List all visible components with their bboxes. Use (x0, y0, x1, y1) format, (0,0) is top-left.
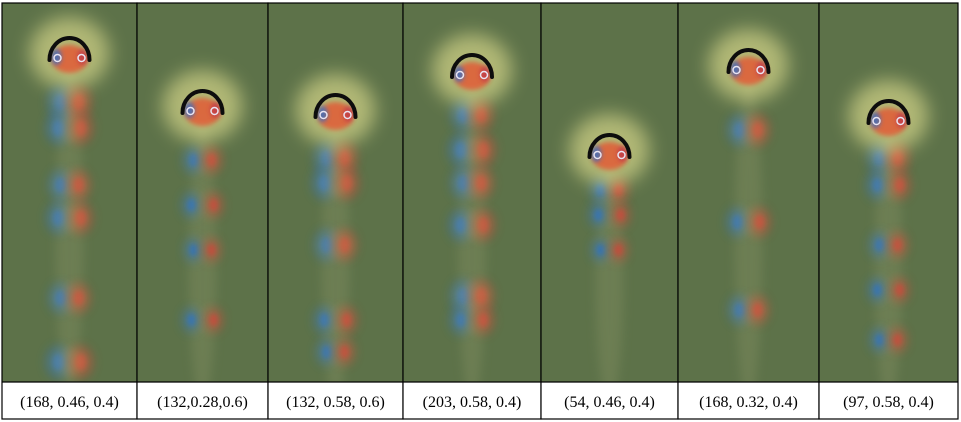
panel-6: (168, 0.32, 0.4) (677, 2, 820, 420)
bell-curl-right (896, 116, 905, 126)
caption-cell (403, 382, 541, 419)
jellyfish-bell (587, 133, 632, 159)
wake-glow (730, 116, 767, 144)
caption-cell (268, 382, 403, 419)
bell-curl-left (186, 106, 195, 116)
flow-field-4 (403, 3, 541, 382)
panel-label: (132,0.28,0.6) (157, 394, 248, 411)
bell-curl-left (455, 70, 465, 80)
wake-glow (51, 284, 88, 312)
wake-glow (317, 169, 354, 197)
panel-label: (168, 0.32, 0.4) (699, 394, 798, 411)
flow-field-5 (541, 3, 678, 382)
wake-glow (454, 136, 490, 164)
bell-jet (591, 142, 628, 170)
wake-glow (51, 204, 88, 232)
wake-glow (730, 208, 767, 236)
bell-curl-left (732, 65, 741, 75)
bell-curl-right (617, 150, 626, 160)
bell-jet (730, 57, 767, 85)
flow-field-1 (2, 3, 137, 382)
bell-curl-left (319, 110, 328, 120)
wake-glow (51, 88, 88, 116)
wake-glow (870, 276, 907, 304)
caption-cell (2, 382, 137, 419)
wake-glow (454, 169, 490, 197)
flow-field-6 (678, 3, 819, 382)
wake-glow (454, 211, 490, 239)
wake-glow (454, 282, 490, 310)
wake-glow (51, 171, 88, 199)
wake-glow (454, 306, 490, 334)
panel-4: (203, 0.58, 0.4) (402, 2, 542, 420)
flow-field-3 (268, 3, 403, 382)
bell-jet (870, 108, 907, 136)
wake-glow (317, 231, 354, 259)
panel-7: (97, 0.58, 0.4) (818, 2, 959, 420)
bell-curl-right (479, 70, 489, 80)
wake-glow (184, 146, 221, 174)
wake-glow (870, 231, 907, 259)
wake-glow (317, 306, 354, 334)
jellyfish-bell (180, 89, 225, 115)
jellyfish-bell (726, 48, 771, 74)
wake-glow (51, 114, 88, 142)
flow-field-7 (819, 3, 958, 382)
wake-glow (591, 236, 628, 264)
caption-cell (819, 382, 958, 419)
wake-glow (454, 101, 490, 129)
panel-5: (54, 0.46, 0.4) (540, 2, 679, 420)
caption-cell (137, 382, 268, 419)
wake-glow (184, 306, 221, 334)
flow-field-2 (137, 3, 268, 382)
panel-label: (203, 0.58, 0.4) (423, 394, 522, 411)
wake-glow (730, 296, 767, 324)
bell-curl-right (343, 110, 352, 120)
jellyfish-bell (866, 99, 911, 125)
bell-curl-right (756, 65, 765, 75)
wake-glow (184, 191, 221, 219)
bell-curl-right (210, 106, 219, 116)
panel-3: (132, 0.58, 0.6) (267, 2, 404, 420)
panel-label: (168, 0.46, 0.4) (20, 394, 119, 411)
panel-label: (132, 0.58, 0.6) (286, 394, 385, 411)
bell-jet (317, 102, 354, 130)
panel-label: (54, 0.46, 0.4) (564, 394, 655, 411)
panel-1: (168, 0.46, 0.4) (1, 2, 138, 420)
caption-cell (678, 382, 819, 419)
jellyfish-bell (47, 36, 92, 62)
jellyfish-bell (313, 93, 358, 119)
bell-curl-left (593, 150, 602, 160)
bell-curl-right (77, 53, 86, 63)
bell-jet (51, 45, 88, 73)
wake-glow (51, 348, 88, 376)
wake-glow (184, 236, 221, 264)
wake-glow (317, 338, 354, 366)
bell-curl-left (53, 53, 62, 63)
bell-jet (454, 62, 490, 90)
jellyfish-bell (450, 53, 494, 79)
wake-glow (317, 144, 354, 172)
caption-cell (541, 382, 678, 419)
wake-glow (870, 326, 907, 354)
bell-curl-left (872, 116, 881, 126)
panel-label: (97, 0.58, 0.4) (843, 394, 934, 411)
bell-jet (184, 98, 221, 126)
wake-glow (870, 171, 907, 199)
panel-frame (818, 2, 959, 420)
panel-2: (132,0.28,0.6) (136, 2, 269, 420)
wake-glow (591, 201, 628, 229)
